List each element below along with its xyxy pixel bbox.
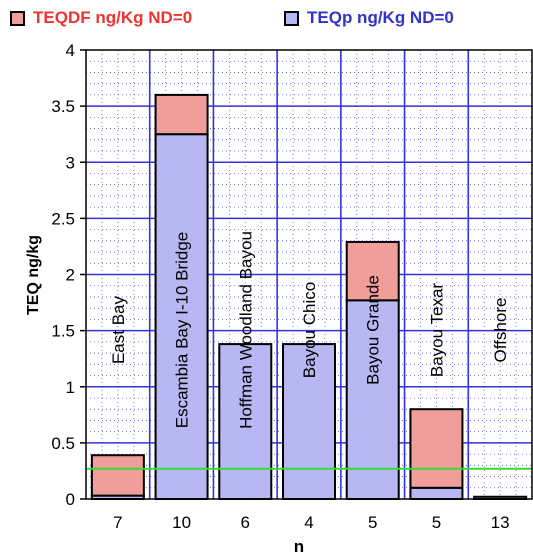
x-tick-label: 6 <box>241 513 250 532</box>
bar-teqdf <box>345 240 400 302</box>
y-tick-label: 3 <box>66 153 75 172</box>
legend-item-teqdf: TEQDF ng/Kg ND=0 <box>10 8 192 28</box>
x-tick-label: 7 <box>113 513 122 532</box>
bar-teqdf <box>154 93 209 136</box>
x-tick-label: 5 <box>432 513 441 532</box>
y-tick-label: 0.5 <box>51 434 75 453</box>
legend-item-teqp: TEQp ng/Kg ND=0 <box>284 8 454 28</box>
bar-teqp <box>409 486 464 500</box>
bar-teqp <box>345 299 400 500</box>
x-tick-label: 5 <box>368 513 377 532</box>
y-tick-label: 2.5 <box>51 209 75 228</box>
plot-frame <box>85 49 533 500</box>
site-label: East Bay <box>109 295 128 364</box>
y-tick-label: 1 <box>66 378 75 397</box>
y-tick-label: 4 <box>66 41 75 60</box>
site-label: Offshore <box>491 298 510 363</box>
site-label: Hoffman Woodland Bayou <box>236 231 255 429</box>
y-tick-label: 2 <box>66 266 75 285</box>
legend-label-teqp: TEQp ng/Kg ND=0 <box>307 8 454 27</box>
site-label: Bayou Texar <box>427 283 446 378</box>
site-label: Bayou Grande <box>364 275 383 385</box>
x-tick-label: 13 <box>491 513 510 532</box>
bar-teqp <box>282 343 336 500</box>
legend-swatch-teqp <box>284 10 299 26</box>
x-tick-label: 10 <box>172 513 191 532</box>
y-tick-label: 3.5 <box>51 97 75 116</box>
x-axis-title: n <box>294 537 304 556</box>
bar-teqp <box>218 343 273 500</box>
y-tick-label: 0 <box>66 490 75 509</box>
site-label: Bayou Chico <box>300 282 319 378</box>
x-tick-label: 4 <box>304 513 313 532</box>
legend-label-teqdf: TEQDF ng/Kg ND=0 <box>33 8 193 27</box>
bar-teqp <box>154 133 209 500</box>
bar-teqdf <box>90 454 145 497</box>
y-tick-label: 1.5 <box>51 322 75 341</box>
y-axis-title: TEQ ng/kg <box>25 235 42 315</box>
bar-teqdf <box>409 408 464 489</box>
legend-swatch-teqdf <box>10 10 25 26</box>
site-label: Escambia Bay I-10 Bridge <box>173 232 192 429</box>
